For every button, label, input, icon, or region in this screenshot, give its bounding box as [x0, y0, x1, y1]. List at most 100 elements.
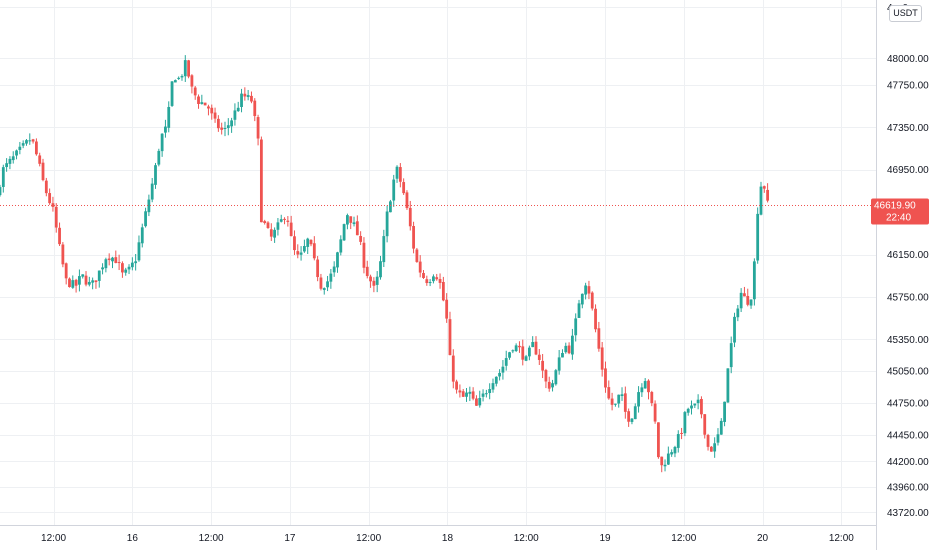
candle-body [180, 76, 184, 78]
candle-body [494, 376, 498, 384]
candle-body [541, 360, 545, 371]
candle-body [11, 156, 15, 161]
candle-body [273, 229, 277, 238]
time-axis[interactable]: 12:00 16 12:00 17 12:00 18 12:00 19 12:00 20 12:00 [41, 533, 854, 544]
candle-body [630, 418, 634, 422]
candle-body [557, 357, 561, 371]
candle-body [501, 366, 505, 373]
candle-body [246, 95, 250, 98]
candle-body [346, 215, 349, 225]
candle-body [663, 464, 667, 467]
candle-body [451, 355, 455, 382]
candle-body [213, 112, 217, 119]
candle-body [739, 292, 743, 309]
candle-body [339, 239, 343, 253]
price-tick-label: 45350.00 [887, 335, 929, 346]
candle-body [766, 189, 770, 201]
candle-body [537, 354, 541, 360]
candle-body [372, 280, 376, 286]
candle-body [729, 343, 733, 368]
candle-body [604, 368, 607, 388]
price-tick-label: 47750.00 [887, 80, 929, 91]
candle-body [614, 403, 617, 405]
candle-body [319, 277, 323, 289]
candle-body [673, 446, 677, 454]
candle-body [263, 221, 267, 224]
current-price-box [871, 198, 929, 225]
candle-body [276, 222, 280, 230]
candle-body [610, 398, 614, 405]
candle-body [71, 280, 75, 288]
candle-body [402, 182, 406, 194]
candle-body [547, 381, 551, 389]
candle-body [408, 207, 412, 227]
candle-body [653, 403, 657, 422]
candle-body [187, 60, 190, 77]
candle-body [34, 141, 38, 155]
candle-body [322, 288, 326, 290]
candle-body [746, 295, 750, 305]
grid [0, 0, 876, 525]
candle-body [468, 391, 472, 394]
candle-body [193, 87, 197, 96]
candle-body [716, 434, 720, 443]
candle-body [28, 140, 32, 142]
candle-body [326, 281, 329, 288]
candle-body [61, 244, 65, 265]
candle-body [226, 125, 230, 129]
candle-body [484, 393, 488, 395]
candle-body [336, 252, 339, 268]
candle-body [617, 394, 621, 404]
candle-body [551, 383, 554, 388]
candle-body [15, 150, 18, 156]
candle-body [283, 218, 286, 220]
time-axis-bg [0, 525, 932, 550]
candle-body [332, 266, 336, 273]
candle-body [0, 187, 2, 196]
price-tick-label: 44200.00 [887, 457, 929, 468]
candle-body [74, 279, 78, 286]
candle-body [475, 398, 478, 406]
candles [0, 55, 770, 473]
currency-unit-badge[interactable]: USDT [889, 5, 922, 22]
candle-body [726, 368, 730, 403]
candle-body [633, 406, 637, 420]
candle-body [266, 222, 270, 229]
candle-body [385, 211, 389, 237]
price-axis[interactable]: 4…048000.0047750.0047350.0046950.0046150… [887, 3, 929, 519]
candle-body [279, 219, 283, 222]
candle-body [696, 399, 700, 404]
candle-body [256, 117, 260, 139]
time-tick-label: 12:00 [199, 533, 224, 544]
candle-body [359, 235, 363, 242]
candle-body [379, 261, 382, 278]
candle-body [422, 272, 425, 279]
candle-body [392, 179, 396, 201]
candle-body [706, 435, 710, 447]
candle-body [574, 318, 578, 336]
candle-body [412, 226, 415, 249]
candle-body [299, 252, 303, 255]
candle-body [504, 358, 508, 366]
candle-body [425, 279, 429, 284]
candle-body [365, 266, 369, 277]
candle-body [197, 96, 200, 104]
candle-body [51, 203, 55, 207]
candle-body [657, 422, 660, 458]
candle-body [200, 102, 204, 105]
candle-body [216, 118, 220, 129]
time-tick-label: 12:00 [41, 533, 66, 544]
candle-body [150, 183, 154, 200]
candle-body [352, 222, 356, 225]
candle-body [207, 106, 210, 109]
candle-body [743, 293, 746, 297]
candle-body [117, 262, 121, 264]
price-tick-label: 47350.00 [887, 123, 929, 134]
candle-body [134, 261, 138, 264]
candle-body [375, 276, 379, 285]
candle-body [121, 263, 124, 273]
candle-body [445, 299, 449, 319]
price-tick-label: 44750.00 [887, 399, 929, 410]
candle-body [580, 293, 584, 305]
